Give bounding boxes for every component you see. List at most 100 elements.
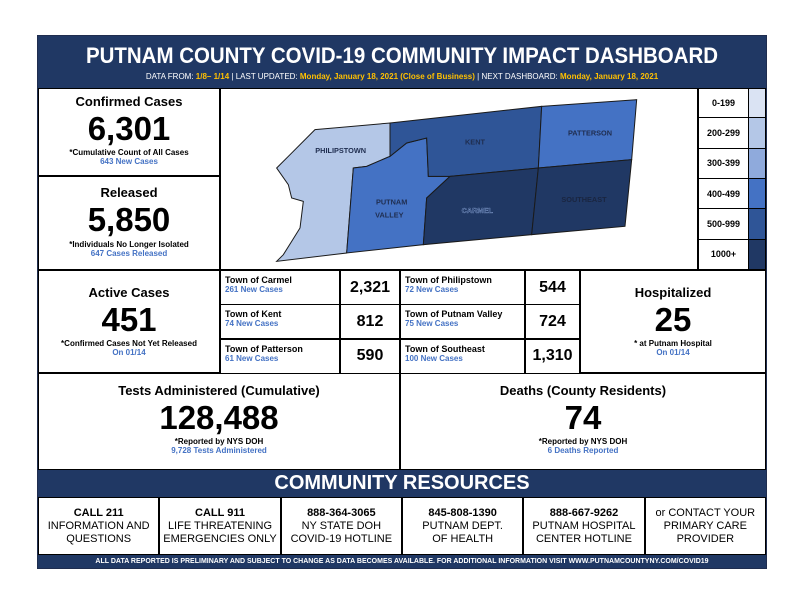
card-note: *Reported by NYS DOH	[538, 437, 628, 446]
resource-item: 845-808-1390 PUTNAM DEPT. OF HEALTH	[401, 497, 524, 555]
page-title: PUTNAM COUNTY COVID-19 COMMUNITY IMPACT …	[85, 43, 718, 68]
card-title: Confirmed Cases	[75, 94, 183, 109]
card-value: 74	[564, 399, 602, 436]
legend-label: 1000+	[699, 239, 749, 269]
resource-item: CALL 211 INFORMATION AND QUESTIONS	[38, 497, 160, 555]
town-new-cases: 74 New Cases	[225, 319, 279, 329]
card-title: Hospitalized	[634, 285, 712, 300]
data-from: 1/8– 1/14	[195, 72, 230, 81]
resource-phone: 845-808-1390	[428, 507, 497, 519]
resource-line: NY STATE DOH	[301, 520, 382, 532]
resource-line: OF HEALTH	[432, 533, 494, 545]
card-sub: On 01/14	[112, 348, 146, 357]
resource-line: COVID-19 HOTLINE	[290, 533, 393, 545]
card-value: 128,488	[159, 399, 279, 436]
resource-line: INFORMATION AND	[47, 520, 150, 532]
legend-label: 200-299	[699, 118, 749, 148]
tests-card: Tests Administered (Cumulative) 128,488 …	[38, 373, 400, 470]
town-name: Town of Patterson	[225, 343, 303, 354]
town-new-cases: 72 New Cases	[405, 285, 459, 294]
resource-item: or CONTACT YOUR PRIMARY CARE PROVIDER	[644, 497, 766, 555]
map-svg: PHILIPSTOWN KENT PATTERSON PUTNAM VALLEY…	[275, 99, 638, 263]
next-dashboard-label: | NEXT DASHBOARD:	[477, 72, 558, 81]
card-value: 25	[654, 301, 692, 338]
map-label-philipstown: PHILIPSTOWN	[315, 146, 366, 155]
town-name-cell: Town of Kent 74 New Cases	[220, 304, 340, 340]
last-updated-label: | LAST UPDATED:	[231, 72, 298, 81]
card-note: * at Putnam Hospital	[634, 339, 712, 348]
town-name-cell: Town of Putnam Valley 75 New Cases	[400, 304, 525, 340]
resource-line: EMERGENCIES ONLY	[163, 533, 277, 545]
date-line: DATA FROM: 1/8– 1/14 | LAST UPDATED: Mon…	[38, 72, 766, 81]
town-new-cases: 75 New Cases	[405, 319, 459, 329]
resource-line: QUESTIONS	[66, 533, 132, 545]
town-name: Town of Putnam Valley	[405, 309, 503, 320]
card-note: *Confirmed Cases Not Yet Released	[61, 339, 197, 348]
town-new-cases: 261 New Cases	[225, 285, 283, 294]
resource-line: PUTNAM HOSPITAL	[532, 520, 636, 532]
card-note: *Reported by NYS DOH	[174, 437, 264, 446]
map-label-putnam: PUTNAM	[376, 198, 407, 207]
resource-phone: CALL 211	[73, 507, 124, 519]
card-value: 5,850	[87, 201, 171, 238]
town-case-count: 590	[340, 338, 400, 374]
resource-line: LIFE THREATENING	[167, 520, 273, 532]
town-case-count: 544	[525, 270, 580, 305]
map-philipstown	[275, 122, 391, 263]
resource-line: PROVIDER	[676, 533, 735, 545]
resource-line: PUTNAM DEPT.	[422, 520, 503, 532]
resource-item: 888-364-3065 NY STATE DOH COVID-19 HOTLINE	[280, 497, 402, 555]
card-value: 6,301	[87, 110, 171, 147]
resource-phone: 888-667-9262	[549, 507, 619, 519]
legend-label: 500-999	[699, 209, 749, 239]
card-title: Active Cases	[88, 285, 170, 300]
map-label-carmel: CARMEL	[462, 206, 494, 215]
map-label-kent: KENT	[465, 138, 485, 147]
next-dashboard: Monday, January 18, 2021	[560, 72, 659, 81]
dashboard-header: PUTNAM COUNTY COVID-19 COMMUNITY IMPACT …	[38, 36, 766, 88]
resources-row: CALL 211 INFORMATION AND QUESTIONS CALL 911…	[38, 497, 766, 555]
town-name: Town of Southeast	[405, 343, 485, 354]
town-map: PHILIPSTOWN KENT PATTERSON PUTNAM VALLEY…	[220, 88, 698, 270]
legend-swatch	[749, 239, 765, 269]
released-card: Released 5,850 *Individuals No Longer Is…	[38, 176, 220, 270]
card-sub: 643 New Cases	[100, 157, 158, 166]
legend-item: 400-499	[698, 178, 766, 210]
data-from-label: DATA FROM:	[145, 72, 194, 81]
card-note: *Individuals No Longer Isolated	[69, 240, 189, 249]
resource-line: CENTER HOTLINE	[535, 533, 632, 545]
resource-line: or CONTACT YOUR	[655, 507, 756, 519]
legend-item: 200-299	[698, 118, 766, 149]
card-title: Deaths (County Residents)	[499, 383, 667, 398]
legend-swatch	[749, 148, 765, 178]
footer-disclaimer: ALL DATA REPORTED IS PRELIMINARY AND SUB…	[38, 555, 766, 568]
map-label-valley: VALLEY	[375, 210, 403, 219]
card-sub: 6 Deaths Reported	[547, 446, 619, 455]
card-value: 451	[101, 301, 157, 338]
town-name: Town of Kent	[225, 309, 282, 320]
town-name: Town of Carmel	[225, 275, 292, 285]
card-sub: On 01/14	[656, 348, 690, 357]
resource-phone: CALL 911	[195, 507, 245, 519]
town-name-cell: Town of Philipstown 72 New Cases	[400, 270, 525, 305]
town-name-cell: Town of Southeast 100 New Cases	[400, 338, 525, 374]
town-name-cell: Town of Carmel 261 New Cases	[220, 270, 340, 305]
legend-item: 1000+	[698, 239, 766, 270]
legend-label: 0-199	[699, 89, 749, 118]
town-name-cell: Town of Patterson 61 New Cases	[220, 338, 340, 374]
resource-item: CALL 911 LIFE THREATENING EMERGENCIES ONLY	[159, 497, 281, 555]
active-cases-card: Active Cases 451 *Confirmed Cases Not Ye…	[38, 270, 220, 373]
resource-line: PRIMARY CARE	[663, 520, 747, 532]
legend-swatch	[749, 209, 765, 239]
town-case-count: 812	[340, 304, 400, 340]
community-resources-title: COMMUNITY RESOURCES	[38, 470, 766, 497]
town-case-count: 1,310	[525, 338, 580, 374]
town-name: Town of Philipstown	[405, 275, 492, 285]
confirmed-cases-card: Confirmed Cases 6,301 *Cumulative Count …	[38, 88, 220, 176]
town-new-cases: 61 New Cases	[225, 353, 279, 363]
map-carmel	[422, 167, 539, 246]
legend-item: 500-999	[698, 209, 766, 240]
card-title: Tests Administered (Cumulative)	[118, 383, 320, 398]
legend-label: 400-499	[699, 178, 749, 209]
hospitalized-card: Hospitalized 25 * at Putnam Hospital On …	[580, 270, 766, 373]
